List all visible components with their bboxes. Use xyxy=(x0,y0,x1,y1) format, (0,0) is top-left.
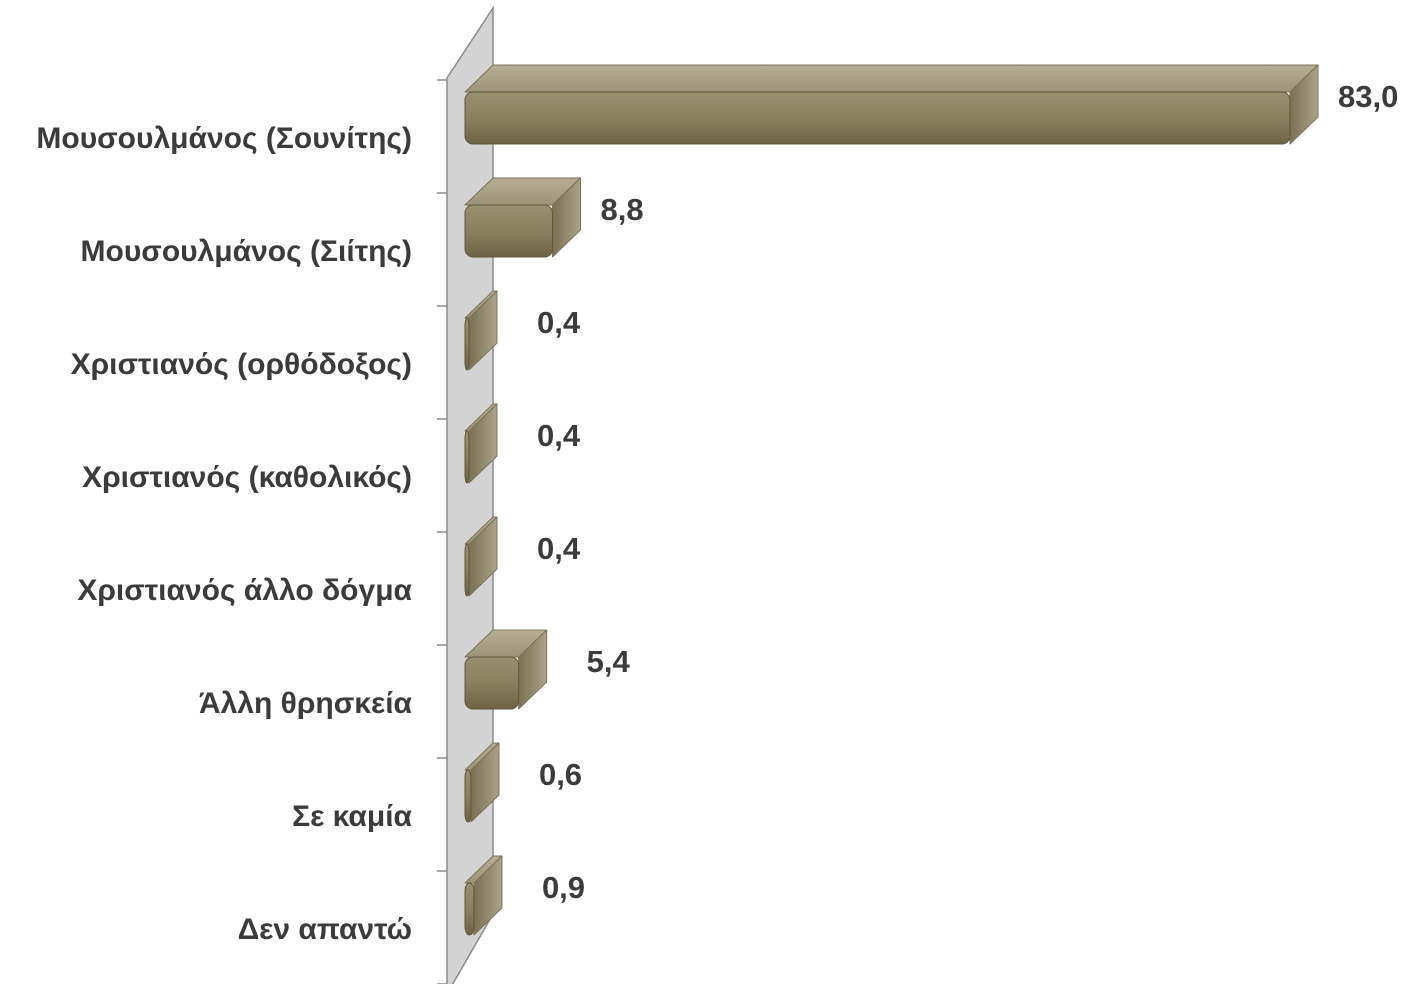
bar-front-face xyxy=(464,543,470,597)
bar-front-face xyxy=(464,769,472,823)
bar xyxy=(464,403,498,484)
bar-front-face xyxy=(464,204,553,258)
bar-front-face xyxy=(464,91,1291,145)
category-label: Χριστιανός άλλο δόγμα xyxy=(77,574,412,607)
value-label: 83,0 xyxy=(1338,79,1398,114)
category-label: Χριστιανός (ορθόδοξος) xyxy=(71,348,412,381)
bar-front-face xyxy=(464,317,470,371)
bar xyxy=(464,290,498,371)
bar xyxy=(464,629,548,710)
category-label: Χριστιανός (καθολικός) xyxy=(82,461,412,494)
value-label: 8,8 xyxy=(600,192,643,227)
value-label: 0,6 xyxy=(539,757,582,792)
category-label: Μουσουλμάνος (Σιίτης) xyxy=(81,235,412,268)
bar xyxy=(464,742,500,823)
category-label: Άλλη θρησκεία xyxy=(199,687,413,720)
bar-front-face xyxy=(464,430,470,484)
bar-top-face xyxy=(464,64,1319,93)
value-label: 0,4 xyxy=(537,418,581,453)
bar-front-face xyxy=(464,882,475,936)
chart-back-wall xyxy=(446,5,494,984)
category-label: Σε καμία xyxy=(292,800,412,833)
bar xyxy=(464,64,1319,145)
category-label: Μουσουλμάνος (Σουνίτης) xyxy=(36,122,412,155)
bar-front-face xyxy=(464,656,520,710)
value-label: 0,4 xyxy=(537,531,581,566)
value-label: 5,4 xyxy=(587,644,631,679)
category-label: Δεν απαντώ xyxy=(238,913,412,946)
value-label: 0,4 xyxy=(537,305,581,340)
bar xyxy=(464,516,498,597)
value-label: 0,9 xyxy=(542,870,585,905)
bar xyxy=(464,177,581,258)
bar xyxy=(464,855,503,936)
